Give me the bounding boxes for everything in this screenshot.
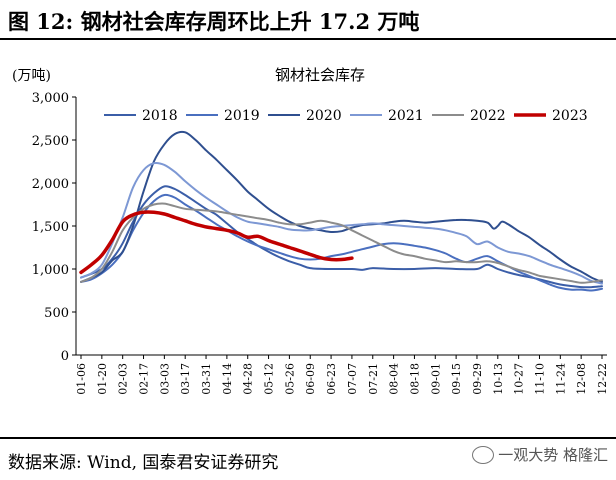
x-tick-label: 03-17 [179, 363, 192, 395]
legend-label-2018: 2018 [142, 108, 178, 124]
series-group [79, 130, 603, 292]
series-line-2023 [79, 210, 354, 275]
x-tick-label: 02-17 [138, 363, 151, 395]
series-line-2019 [80, 193, 603, 292]
y-tick-label: 2,500 [32, 134, 69, 149]
y-tick-label: 1,500 [32, 220, 69, 235]
x-tick-label: 07-07 [346, 363, 359, 395]
x-tick-label: 01-06 [75, 363, 88, 395]
axes: 0 500 1,000 1,500 2,000 2,500 3,000 01-06 01-20 0… [32, 91, 609, 395]
y-tick-label: 1,000 [32, 263, 69, 278]
y-tick-label: 500 [44, 306, 69, 321]
legend-label-2019: 2019 [224, 108, 260, 124]
x-tick-label: 08-04 [388, 363, 401, 395]
series-line-2022 [80, 202, 603, 284]
legend-label-2020: 2020 [306, 108, 342, 124]
series-line-2021 [80, 161, 603, 285]
x-tick-label: 12-08 [575, 363, 588, 395]
y-tick-label: 2,000 [32, 177, 69, 192]
series-line-2020 [80, 130, 603, 283]
x-tick-label: 02-03 [117, 363, 130, 395]
series-line-2018 [80, 185, 603, 289]
legend-label-2022: 2022 [470, 108, 506, 124]
watermark: 一观大势 格隆汇 [472, 444, 608, 465]
x-tick-label: 06-09 [304, 363, 317, 395]
x-tick-label: 09-01 [429, 363, 442, 395]
x-tick-label: 09-29 [471, 363, 484, 395]
line-chart: 钢材社会库存 (万吨) 2018 2019 2020 2021 2022 2023 0 50… [12, 66, 609, 395]
figure-label: 图 12: [8, 9, 74, 34]
figure-title: 图 12: 钢材社会库存周环比上升 17.2 万吨 [8, 6, 419, 36]
bottom-rule [0, 437, 616, 439]
x-tick-label: 12-22 [596, 363, 609, 395]
watermark-logo-icon [472, 445, 495, 464]
x-tick-label: 03-03 [158, 363, 171, 395]
legend-label-2023: 2023 [552, 108, 588, 124]
y-tick-label: 3,000 [32, 91, 69, 106]
x-tick-label: 08-18 [408, 363, 421, 395]
y-unit-label: (万吨) [12, 68, 51, 84]
x-tick-label: 09-15 [450, 363, 463, 395]
source-note: 数据来源: Wind, 国泰君安证券研究 [8, 453, 279, 473]
y-tick-label: 0 [61, 349, 69, 364]
legend: 2018 2019 2020 2021 2022 2023 [104, 108, 588, 124]
x-tick-label: 07-21 [367, 363, 380, 395]
x-tick-label: 10-27 [513, 363, 526, 395]
x-tick-label: 05-26 [283, 363, 296, 395]
top-rule [0, 38, 616, 40]
legend-label-2021: 2021 [388, 108, 424, 124]
x-tick-label: 06-23 [325, 363, 338, 395]
chart-title: 钢材社会库存 [275, 66, 365, 84]
x-tick-label: 10-13 [492, 363, 505, 395]
figure-title-text: 钢材社会库存周环比上升 17.2 万吨 [80, 9, 420, 34]
x-tick-label: 04-28 [242, 363, 255, 395]
x-tick-label: 05-12 [263, 363, 276, 395]
x-tick-label: 11-24 [554, 363, 567, 395]
x-tick-label: 04-14 [221, 363, 234, 395]
x-tick-label: 03-31 [200, 363, 213, 395]
x-tick-label: 01-20 [96, 363, 109, 395]
x-tick-label: 11-10 [533, 363, 546, 395]
watermark-text: 一观大势 格隆汇 [498, 446, 608, 464]
